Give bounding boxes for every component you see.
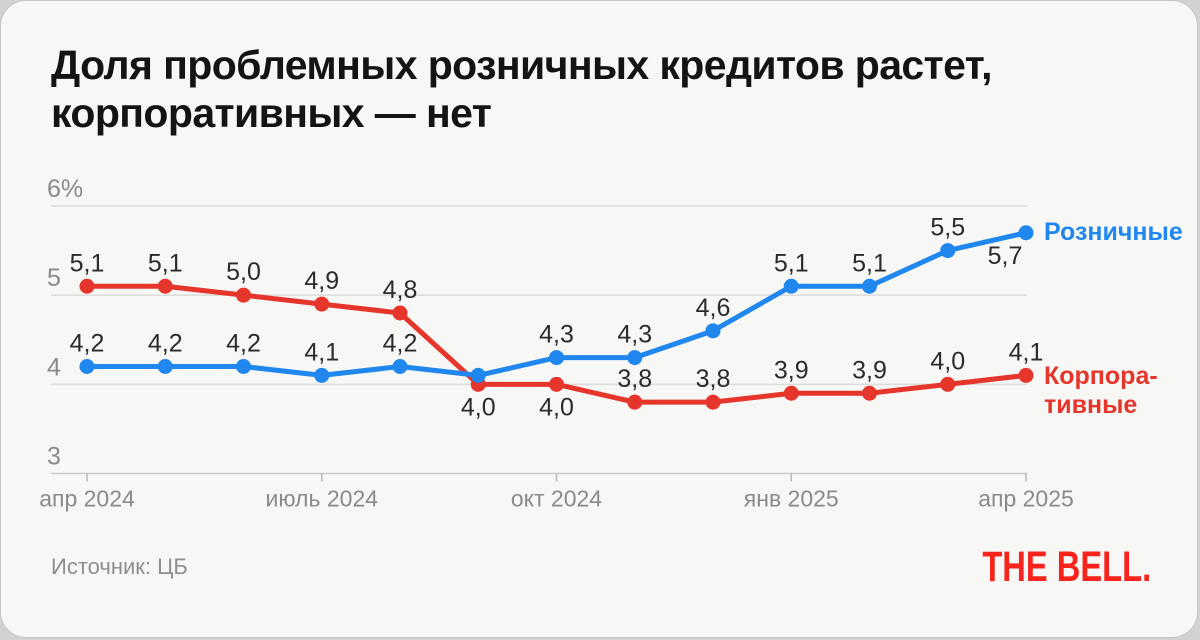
legend-retail-label: Розничные [1044,218,1183,246]
data-point-corporate [236,287,251,303]
the-bell-logo: THE BELL. [982,543,1151,591]
x-axis-label: апр 2025 [978,486,1074,512]
value-label-retail: 5,1 [774,249,809,277]
data-point-corporate [627,394,643,410]
chart-title-line2: корпоративных — нет [51,90,492,136]
x-axis-label: июль 2024 [265,486,378,512]
data-point-corporate [862,385,877,401]
value-label-retail: 4,2 [70,330,105,358]
data-point-retail [705,323,721,339]
data-point-corporate [549,376,564,392]
y-axis-label: 4 [47,353,61,381]
data-point-retail [314,367,330,383]
value-label-corporate: 3,8 [617,365,652,393]
value-label-corporate: 5,0 [226,258,261,286]
value-label-retail: 5,7 [988,242,1023,270]
value-label-corporate: 4,0 [930,347,965,375]
data-point-retail [79,359,95,374]
y-axis-label: 3 [47,443,61,471]
value-label-corporate: 4,8 [383,276,418,304]
data-point-corporate [314,296,330,312]
value-label-retail: 4,6 [696,294,731,322]
x-axis-label: янв 2025 [744,486,839,512]
data-point-corporate [940,376,956,392]
value-label-retail: 4,2 [226,330,261,358]
value-label-corporate: 4,1 [1009,338,1044,366]
value-label-corporate: 5,1 [70,249,105,277]
value-label-retail: 4,2 [148,330,183,358]
value-label-corporate: 3,8 [696,365,731,393]
data-point-retail [392,359,408,374]
value-label-retail: 4,1 [304,338,339,366]
data-point-corporate [705,394,721,410]
data-point-corporate [1018,367,1034,383]
value-label-corporate: 3,9 [774,356,809,384]
legend-corporate-line2: тивные [1044,391,1138,419]
data-point-corporate [783,385,799,401]
value-label-retail: 5,5 [930,214,965,242]
data-point-retail [236,359,251,374]
source-caption: Источник: ЦБ [51,554,188,579]
value-label-retail: 4,2 [383,330,418,358]
data-point-corporate [392,305,408,321]
y-axis-label: 6% [47,175,83,203]
data-point-retail [627,350,643,366]
data-point-retail [1018,225,1034,241]
data-point-corporate [157,278,173,294]
data-point-retail [549,350,564,366]
legend-retail: Розничные [1044,218,1183,247]
legend-corporate-line1: Корпора- [1044,362,1158,390]
data-point-retail [157,359,173,374]
value-label-retail: 4,3 [617,321,652,349]
data-point-retail [783,278,799,294]
value-label-retail: 4,3 [539,321,574,349]
value-label-retail: 5,1 [852,249,887,277]
value-label-corporate: 3,9 [852,356,887,384]
data-point-retail [940,243,956,259]
chart-title-line1: Доля проблемных розничных кредитов расте… [51,42,993,88]
y-axis-label: 5 [47,264,61,292]
chart-title: Доля проблемных розничных кредитов расте… [51,41,993,137]
value-label-corporate: 4,0 [461,393,496,421]
x-axis-label: окт 2024 [511,486,602,512]
legend-corporate: Корпора- тивные [1044,362,1158,420]
value-label-corporate: 5,1 [148,249,183,277]
x-axis-label: апр 2024 [39,486,135,512]
value-label-corporate: 4,9 [304,267,339,295]
value-label-corporate: 4,0 [539,393,574,421]
data-point-retail [862,278,877,294]
data-point-corporate [79,278,95,294]
data-point-retail [470,367,486,383]
